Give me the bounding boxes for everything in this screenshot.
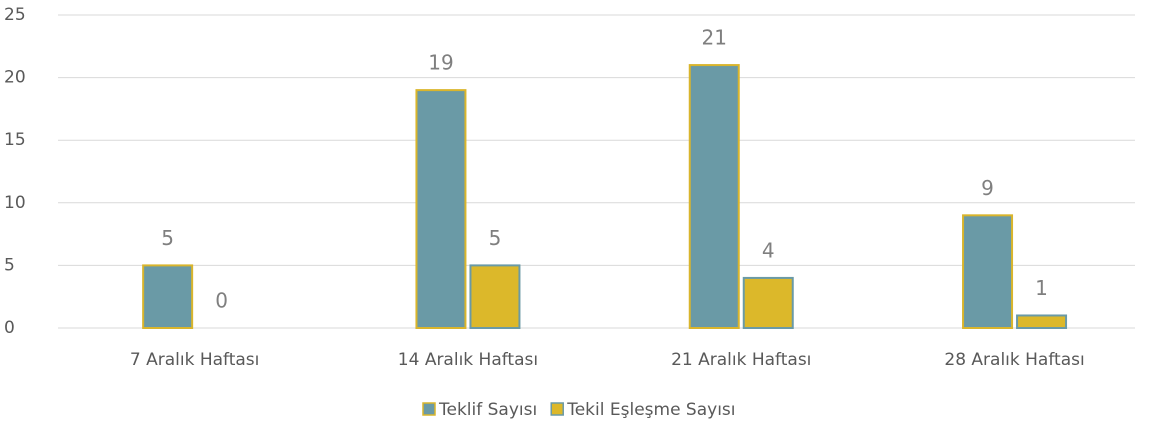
y-tick-label: 25 <box>4 5 26 25</box>
bar <box>415 89 467 330</box>
value-label: 5 <box>489 226 502 250</box>
value-label: 5 <box>161 226 174 250</box>
y-tick-label: 5 <box>4 255 15 275</box>
legend-swatch <box>550 402 564 416</box>
y-tick-label: 20 <box>4 68 26 88</box>
bar <box>469 264 521 329</box>
bar <box>688 64 740 330</box>
legend-swatch <box>422 402 436 416</box>
value-label: 21 <box>702 26 727 50</box>
x-tick-label: 21 Aralık Haftası <box>671 350 811 370</box>
value-label: 1 <box>1035 276 1048 300</box>
bar <box>742 276 794 330</box>
bar <box>962 214 1014 330</box>
x-tick-label: 28 Aralık Haftası <box>944 350 1084 370</box>
x-tick-label: 14 Aralık Haftası <box>398 350 538 370</box>
legend-label: Tekil Eşleşme Sayısı <box>566 400 735 420</box>
value-label: 4 <box>762 238 775 262</box>
y-tick-label: 15 <box>4 130 26 150</box>
bar <box>1016 314 1068 330</box>
y-tick-label: 10 <box>4 193 26 213</box>
value-label: 19 <box>428 51 453 75</box>
x-tick-label: 7 Aralık Haftası <box>130 350 260 370</box>
value-label: 0 <box>215 289 228 313</box>
y-tick-label: 0 <box>4 318 15 338</box>
bar <box>142 264 194 329</box>
value-label: 9 <box>981 176 994 200</box>
legend-label: Teklif Sayısı <box>438 400 537 420</box>
